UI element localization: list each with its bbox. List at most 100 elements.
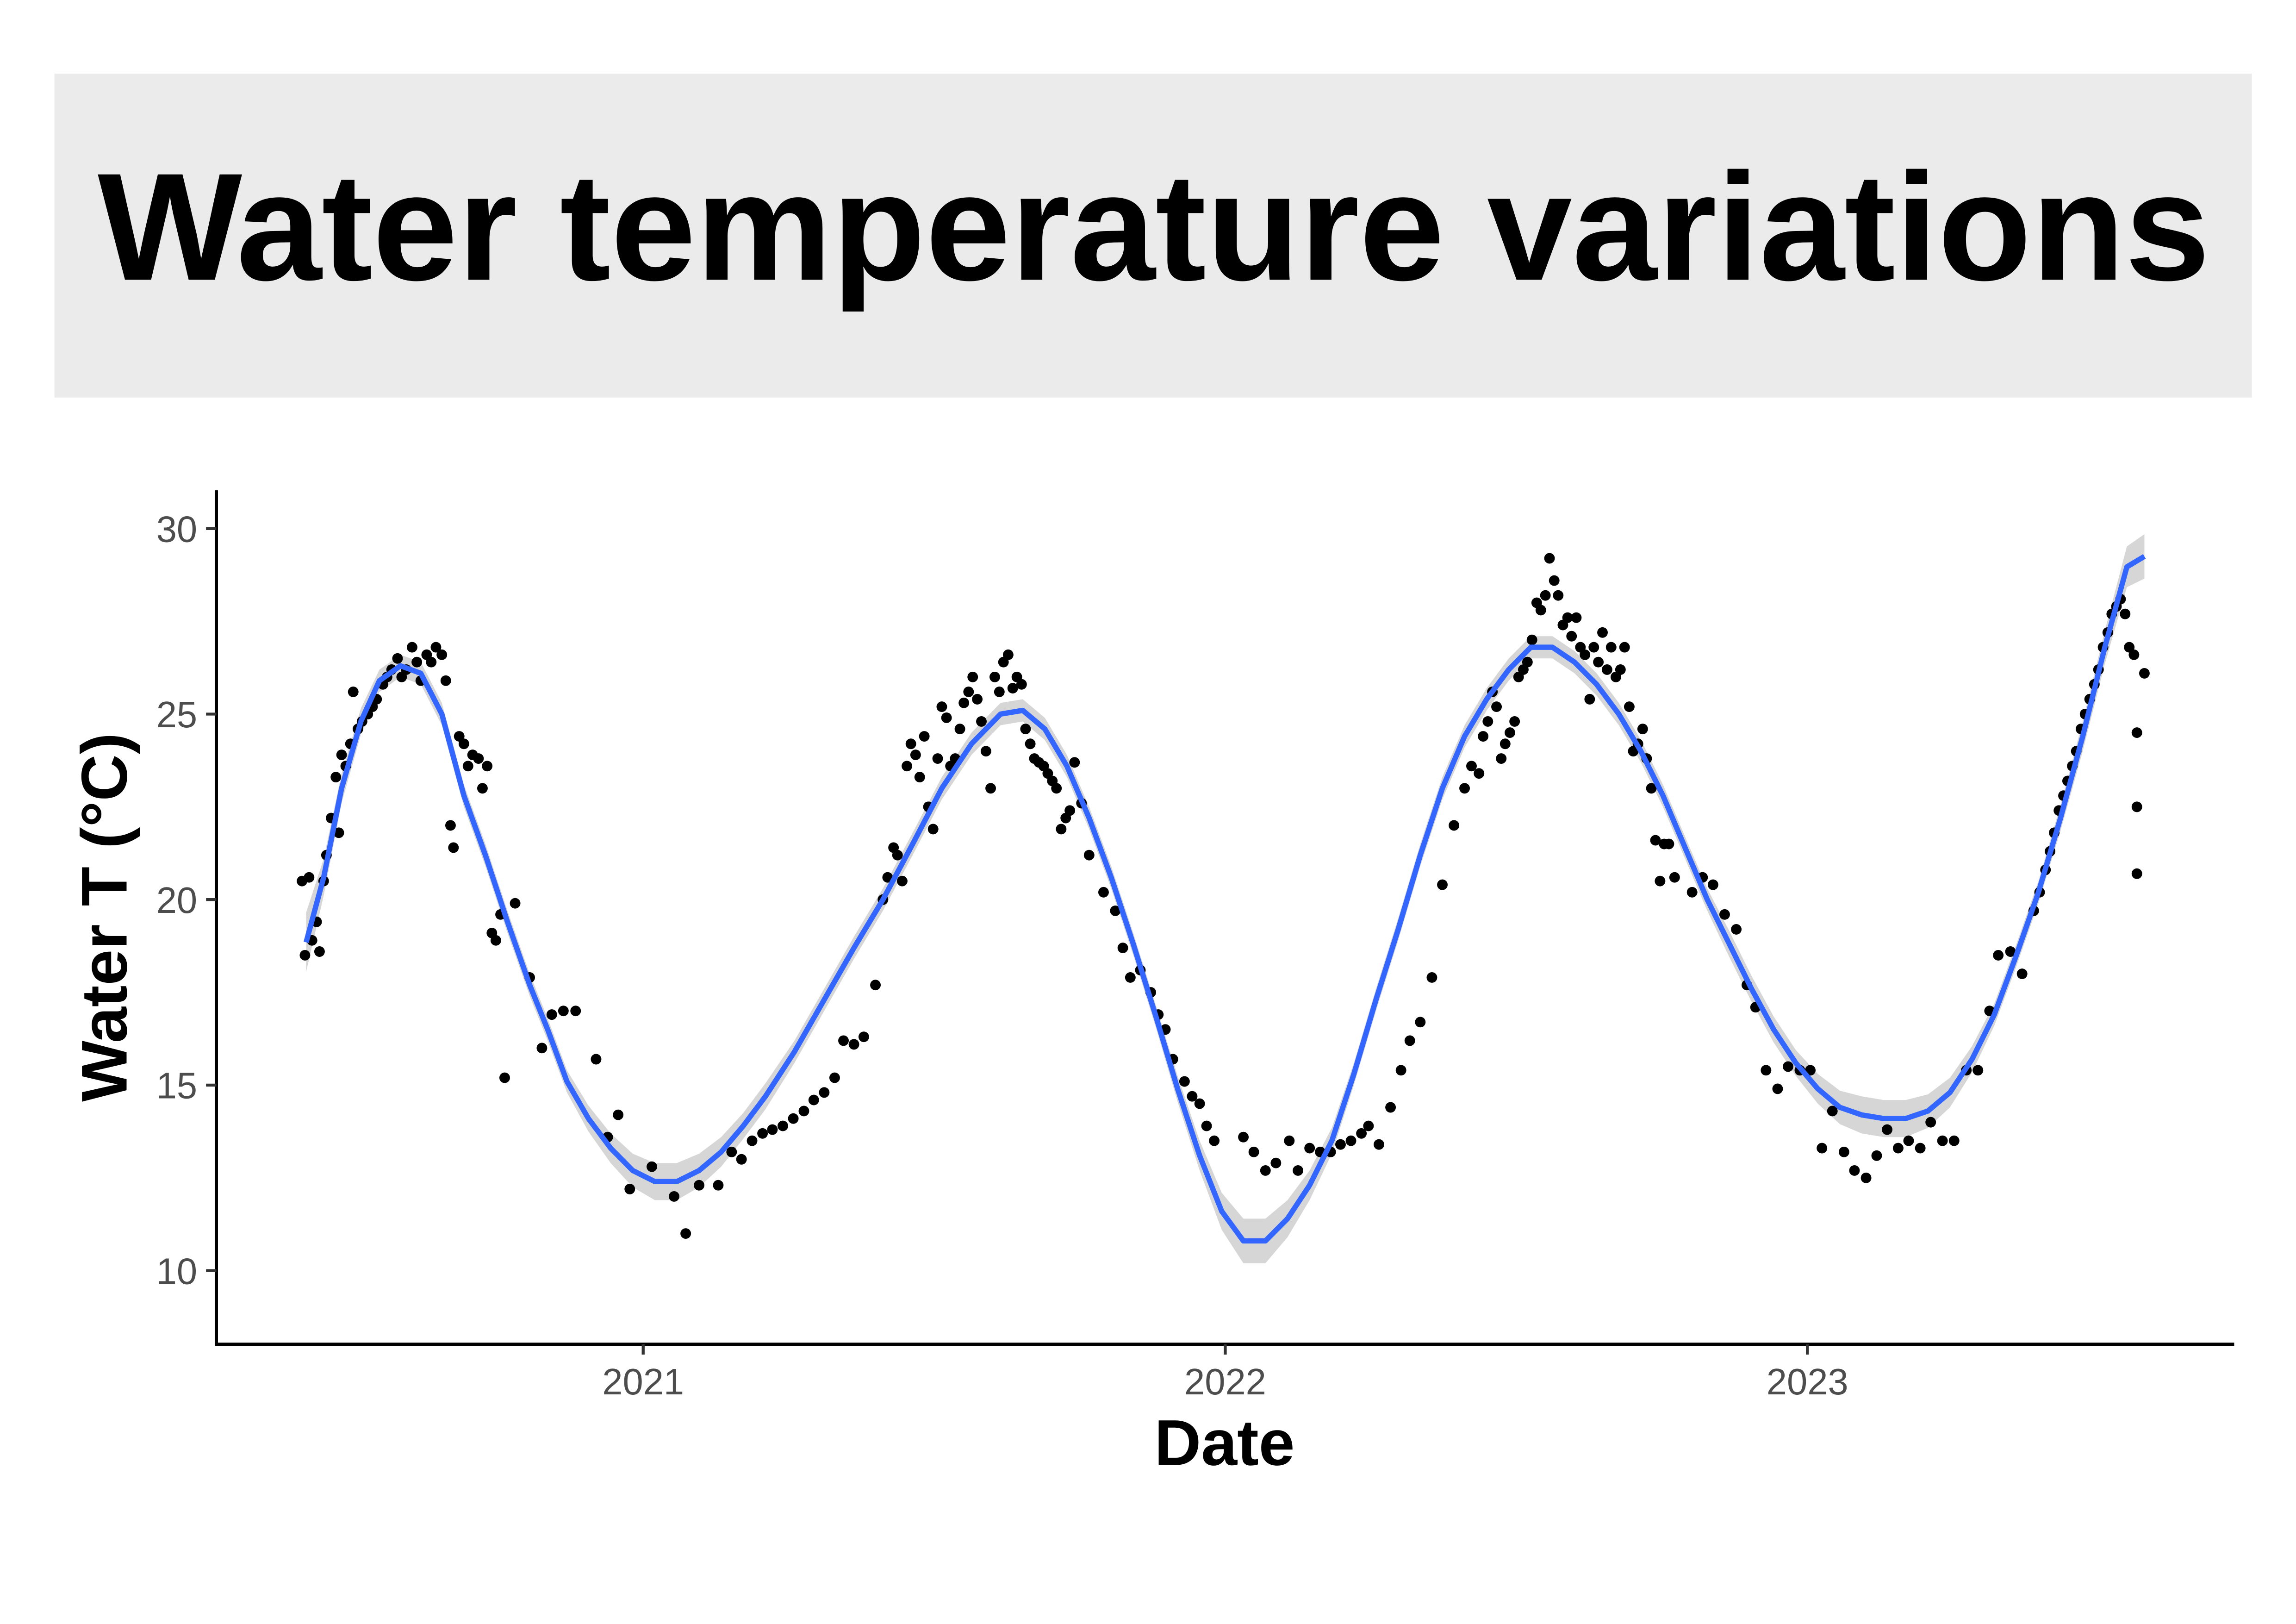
data-point [941,712,952,723]
data-point [1686,887,1698,898]
data-point [1663,838,1674,849]
data-point [2120,608,2131,619]
data-point [1395,1065,1406,1076]
data-point [333,827,344,838]
data-point [905,738,916,750]
data-point [2131,801,2142,812]
data-point [1374,1139,1384,1150]
data-point [1020,724,1031,735]
data-point [1356,1128,1367,1139]
data-point [1719,909,1730,920]
data-point [458,738,469,750]
data-point [462,761,473,772]
data-point [1335,1139,1346,1150]
data-point [1588,642,1599,653]
data-point [1731,924,1742,935]
data-point [1209,1135,1220,1146]
data-point [546,1009,557,1020]
data-point [1385,1102,1396,1113]
y-tick-label: 25 [156,694,197,735]
data-point [1466,761,1477,772]
data-point [1937,1135,1948,1146]
data-point [919,731,930,742]
y-tick-label: 30 [156,508,197,550]
data-point [304,872,315,883]
data-point [2139,668,2150,679]
data-point [1110,905,1121,916]
data-point [1948,1135,1960,1146]
data-point [482,761,493,772]
data-point [1064,805,1076,816]
data-point [490,935,501,946]
data-point [473,753,484,764]
data-point [1363,1120,1374,1131]
data-point [591,1054,602,1065]
data-point [1892,1143,1904,1154]
data-point [1069,757,1080,768]
data-point [1605,642,1617,653]
data-point [1540,590,1551,601]
data-point [1972,1065,1984,1076]
data-point [1187,1091,1198,1102]
data-point [1566,631,1577,642]
data-point [647,1161,657,1172]
data-point [736,1154,747,1165]
data-point [882,872,893,883]
data-point [910,750,921,761]
data-point [2016,968,2028,979]
data-point [932,753,943,764]
data-point [624,1184,635,1194]
data-point [1817,1143,1828,1154]
data-point [798,1106,809,1117]
data-point [1293,1165,1304,1176]
data-point [613,1109,624,1120]
data-point [1772,1083,1783,1094]
data-point [927,824,939,835]
data-point [1426,972,1437,983]
data-point [1459,783,1470,794]
data-point [1655,875,1666,887]
data-point [669,1191,679,1202]
y-tick-label: 15 [156,1065,197,1106]
data-point [1544,553,1555,564]
data-point [2005,946,2016,957]
data-point [1284,1135,1295,1146]
data-point [536,1043,548,1054]
data-point [1505,727,1515,738]
data-point [1860,1172,1872,1183]
data-point [1637,724,1648,735]
data-point [1007,683,1018,693]
data-point [336,750,347,761]
data-point [1903,1135,1914,1146]
data-point [1509,716,1520,727]
data-point [1117,943,1128,954]
data-point [848,1039,859,1050]
x-ticks: 2021 2022 2023 [602,1344,1848,1402]
data-point [436,649,448,660]
data-point [1571,612,1582,623]
data-point [994,687,1005,697]
data-point [1270,1157,1282,1168]
x-tick-label: 2023 [1767,1361,1848,1402]
data-point [1597,627,1608,638]
y-tick-label: 20 [156,880,197,921]
data-point [757,1128,768,1139]
data-point [902,761,913,772]
data-point [448,842,459,853]
data-point [1098,887,1109,898]
y-ticks: 10 15 20 25 30 [156,508,217,1292]
data-point [570,1006,581,1017]
y-axis-title: Water T (°C) [68,733,140,1102]
data-point [430,642,442,653]
data-point [2131,727,2142,738]
data-point [2131,868,2142,879]
title-background [54,74,2252,398]
data-point [747,1135,758,1146]
data-point [1871,1150,1882,1161]
data-point [936,701,947,712]
data-point [1345,1135,1356,1146]
data-point [1915,1143,1926,1154]
data-point [1553,590,1564,601]
data-point [1549,575,1560,586]
